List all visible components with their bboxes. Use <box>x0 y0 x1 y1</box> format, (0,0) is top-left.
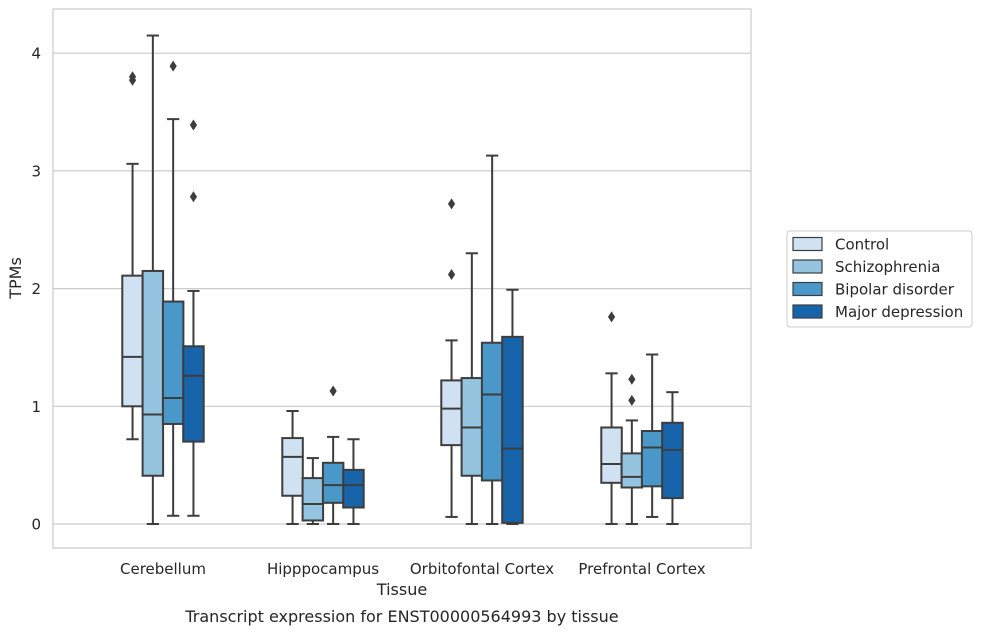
y-tick-labels: 0 1 2 3 4 <box>31 45 41 534</box>
box <box>440 379 463 447</box>
box <box>480 341 504 482</box>
box-group <box>661 391 684 525</box>
box-group <box>460 252 484 525</box>
chart-caption: Transcript expression for ENST0000056499… <box>184 607 618 626</box>
outlier-point <box>447 268 456 280</box>
box <box>620 452 644 489</box>
legend-swatch <box>792 259 823 274</box>
box <box>321 461 345 504</box>
y-axis-title: TPMs <box>6 257 25 300</box>
x-tick-label: Cerebellum <box>120 560 206 578</box>
box-group <box>480 154 504 525</box>
box <box>600 426 623 484</box>
box <box>281 437 304 497</box>
outlier-point <box>128 71 137 83</box>
box <box>301 477 325 522</box>
legend-label: Major depression <box>835 303 963 321</box>
outlier-point <box>169 60 177 72</box>
outlier-point <box>447 198 456 210</box>
box-group <box>600 311 623 525</box>
boxes-layer <box>121 34 684 525</box>
box-group <box>182 119 205 517</box>
plot-frame <box>52 8 752 549</box>
outlier-point <box>628 394 636 406</box>
outlier-point <box>628 373 636 385</box>
box <box>161 300 185 425</box>
box-group <box>121 71 144 441</box>
box <box>501 335 524 524</box>
legend-swatch <box>792 281 823 297</box>
x-axis-title: Tissue <box>376 580 427 599</box>
box-group <box>620 373 644 525</box>
y-tick-label: 1 <box>31 398 41 416</box>
box <box>182 345 205 443</box>
box-group <box>342 438 365 525</box>
legend-label: Bipolar disorder <box>835 281 955 299</box>
y-tick-label: 3 <box>31 162 41 180</box>
box-group <box>301 457 325 525</box>
box <box>121 274 144 408</box>
box <box>342 468 365 509</box>
outlier-point <box>189 119 198 131</box>
y-tick-label: 0 <box>31 516 41 534</box>
x-tick-label: Orbitofontal Cortex <box>410 560 554 578</box>
box <box>640 430 664 488</box>
outlier-point <box>607 311 616 323</box>
legend-swatch <box>792 304 823 319</box>
box <box>661 421 684 500</box>
box <box>141 269 165 477</box>
box-group <box>501 288 524 525</box>
legend-frame <box>786 230 973 328</box>
box-group <box>640 353 664 518</box>
outlier-point <box>329 385 337 397</box>
legend-label: Schizophrenia <box>835 258 940 276</box>
box-group <box>141 34 165 525</box>
legend: Control Schizophrenia Bipolar disorder Majo… <box>786 230 973 328</box>
x-tick-label: Prefrontal Cortex <box>578 560 705 578</box>
legend-swatch <box>792 236 823 252</box>
x-tick-label: Hipppocampus <box>267 560 379 578</box>
outlier-point <box>189 191 198 203</box>
x-tick-labels: Cerebellum Hipppocampus Orbitofontal Corte… <box>120 560 706 578</box>
y-tick-label: 2 <box>31 280 41 298</box>
legend-label: Control <box>835 236 889 254</box>
box-group <box>281 410 304 525</box>
y-tick-label: 4 <box>31 45 41 63</box>
box-group <box>440 198 463 518</box>
